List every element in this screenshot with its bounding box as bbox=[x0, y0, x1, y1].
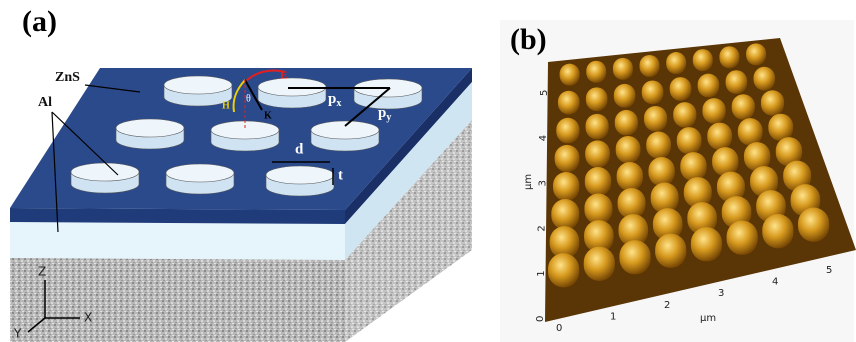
front-zns bbox=[10, 208, 345, 224]
field-label: E bbox=[280, 70, 287, 82]
x-tick-label: 3 bbox=[718, 288, 724, 299]
x-tick-label: 2 bbox=[664, 300, 670, 311]
disk-top bbox=[116, 119, 184, 137]
field-label: H bbox=[222, 100, 230, 111]
bump bbox=[726, 70, 748, 94]
bump bbox=[548, 253, 579, 287]
bump bbox=[615, 110, 638, 136]
bump bbox=[584, 194, 612, 225]
bump bbox=[617, 162, 643, 191]
dim-label: d bbox=[295, 141, 304, 157]
axis-unit: µm bbox=[523, 174, 534, 190]
bump bbox=[655, 234, 686, 268]
bump bbox=[586, 61, 606, 83]
figure: (a) ZnS Al E H K θ px py d t Z X Y 0 1 2 3 4… bbox=[0, 0, 856, 342]
x-tick-label: 1 bbox=[610, 311, 616, 322]
disk-top bbox=[166, 164, 234, 182]
bump bbox=[746, 43, 766, 65]
bump bbox=[614, 84, 636, 108]
bump bbox=[556, 118, 579, 144]
bump bbox=[732, 94, 755, 120]
bump bbox=[762, 214, 793, 248]
bump bbox=[646, 132, 671, 159]
bump bbox=[666, 52, 686, 74]
front-al bbox=[10, 222, 345, 260]
bump bbox=[698, 74, 720, 98]
bump bbox=[644, 106, 667, 132]
bump bbox=[648, 157, 674, 186]
y-tick-label: 5 bbox=[539, 90, 550, 96]
bump bbox=[586, 114, 609, 140]
panel-b: 0 1 2 3 4 5 0 1 2 3 4 5 (b) µm µm bbox=[500, 20, 856, 342]
bump bbox=[584, 247, 615, 281]
front-substrate bbox=[10, 258, 345, 342]
field-label: K bbox=[264, 110, 272, 121]
panel-label: (a) bbox=[22, 5, 57, 38]
bump bbox=[673, 102, 696, 128]
bump bbox=[613, 58, 633, 80]
panel-a: (a) ZnS Al E H K θ px py d t Z X Y bbox=[10, 5, 472, 342]
bump bbox=[798, 208, 829, 242]
y-tick-label: 4 bbox=[538, 135, 549, 141]
layer-label: ZnS bbox=[55, 70, 80, 85]
bump bbox=[727, 221, 758, 255]
bump bbox=[719, 46, 739, 68]
bump bbox=[680, 152, 706, 181]
bump bbox=[619, 240, 650, 274]
x-tick-label: 5 bbox=[826, 265, 832, 276]
bump bbox=[560, 64, 580, 86]
bump bbox=[693, 49, 713, 71]
bump bbox=[586, 87, 608, 111]
y-tick-label: 0 bbox=[535, 316, 546, 322]
bump bbox=[640, 55, 660, 77]
bump bbox=[738, 118, 763, 145]
bump bbox=[761, 90, 784, 116]
dim-label: t bbox=[338, 167, 343, 183]
disk-top bbox=[266, 166, 334, 184]
axis-label: Z bbox=[38, 265, 46, 279]
layer-label: Al bbox=[38, 95, 52, 110]
angle-label: θ bbox=[246, 93, 251, 104]
bump bbox=[677, 127, 702, 154]
bump bbox=[754, 67, 776, 91]
bump bbox=[553, 172, 579, 201]
bump bbox=[691, 227, 722, 261]
bump bbox=[585, 167, 611, 196]
x-tick-label: 0 bbox=[556, 323, 562, 334]
bump bbox=[555, 145, 580, 172]
axis-label: Y bbox=[13, 327, 22, 341]
x-tick-label: 4 bbox=[772, 277, 778, 288]
bump bbox=[707, 123, 732, 150]
bump bbox=[768, 114, 793, 141]
disk-top bbox=[311, 121, 379, 139]
bump bbox=[585, 140, 610, 167]
panel-label: (b) bbox=[510, 23, 547, 56]
y-tick-label: 2 bbox=[537, 225, 548, 231]
bump bbox=[558, 91, 580, 115]
bump bbox=[551, 199, 579, 230]
disk-top bbox=[164, 76, 232, 94]
disk-top bbox=[71, 163, 139, 181]
bump bbox=[616, 136, 641, 163]
y-tick-label: 3 bbox=[537, 180, 548, 186]
axis-unit: µm bbox=[700, 313, 716, 324]
axis-label: X bbox=[84, 311, 92, 325]
bump bbox=[642, 80, 664, 104]
bump bbox=[712, 147, 738, 176]
bump bbox=[702, 98, 725, 124]
y-tick-label: 1 bbox=[536, 270, 547, 276]
bump bbox=[670, 77, 692, 101]
